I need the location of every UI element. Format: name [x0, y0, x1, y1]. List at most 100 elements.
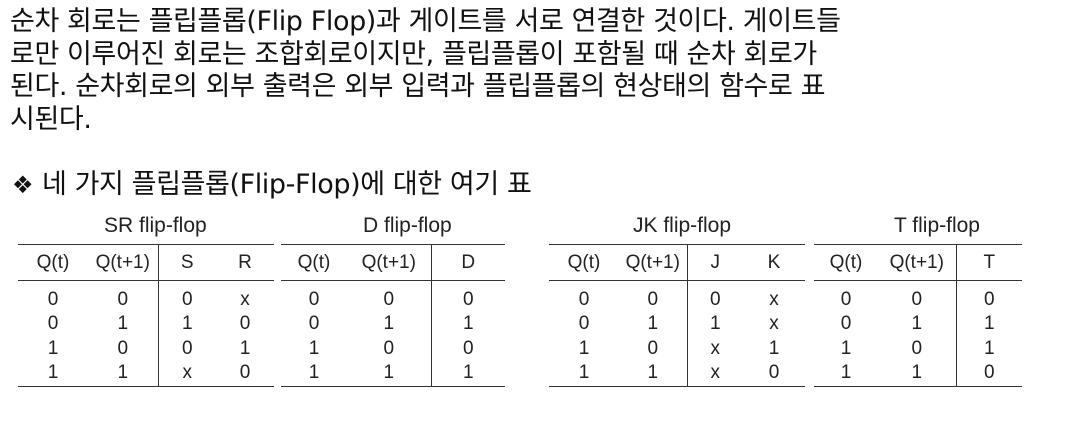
paragraph-line: 순차 회로는 플립플롭(Flip Flop)과 게이트를 서로 연결한 것이다.… — [10, 6, 841, 37]
table-row: 1 1 x 0 — [18, 361, 274, 386]
table-cell: 1 — [117, 312, 129, 334]
table-cell: 1 — [911, 362, 923, 384]
table-cell: 0 — [383, 289, 395, 310]
table-cell: 0 — [955, 280, 1022, 311]
table-cell: 1 — [239, 337, 251, 359]
table-title: D flip-flop — [363, 214, 452, 237]
table-cell: 0 — [430, 336, 505, 361]
table-cell: 1 — [430, 311, 505, 336]
paragraph-line: 된다. 순차회로의 외부 출력은 외부 입력과 플립플롭의 현상태의 함수로 표 — [10, 71, 826, 102]
table-cell: 0 — [647, 289, 659, 310]
table-cell: 0 — [47, 312, 59, 334]
table-row: 0 0 0 — [814, 280, 1022, 311]
table-cell: 1 — [578, 337, 590, 359]
table-cell: x — [769, 289, 779, 310]
intro-paragraph: 순차 회로는 플립플롭(Flip Flop)과 게이트를 서로 연결한 것이다.… — [10, 6, 1060, 136]
table-cell: 0 — [308, 312, 320, 334]
table-row: 1 0 0 — [281, 336, 505, 361]
table-title: T flip-flop — [894, 214, 980, 237]
paragraph-line: 시된다. — [10, 103, 92, 135]
table-cell: 0 — [647, 337, 659, 359]
table-cell: x — [769, 312, 779, 334]
table-row: 1 0 x 1 — [549, 336, 805, 361]
paragraph-line: 로만 이루어진 회로는 조합회로이지만, 플립플롭이 포함될 때 순차 회로가 — [10, 38, 817, 70]
table-cell: 0 — [239, 362, 251, 384]
table-cell: x — [240, 289, 250, 310]
table-row: 1 0 1 — [814, 336, 1022, 361]
table-title: SR flip-flop — [104, 214, 207, 237]
column-header: Q(t+1) — [625, 251, 680, 273]
table-cell: 1 — [955, 311, 1022, 336]
column-header: R — [238, 251, 252, 273]
column-header: D — [430, 244, 505, 281]
table-cell: 1 — [383, 362, 395, 384]
table-row: 0 1 1 — [281, 311, 505, 336]
table-cell: x — [686, 361, 743, 386]
table-cell: 0 — [117, 337, 129, 359]
diamond-bullet-icon: ❖ — [12, 171, 34, 199]
table-cell: 0 — [955, 361, 1022, 386]
table-cell: 0 — [768, 362, 780, 384]
table-cell: 1 — [647, 312, 659, 334]
table-cell: x — [157, 361, 216, 386]
table-cell: 0 — [157, 336, 216, 361]
table-cell: 0 — [911, 337, 923, 359]
table-cell: 1 — [955, 336, 1022, 361]
table-cell: 1 — [647, 362, 659, 384]
column-header: K — [767, 251, 781, 273]
table-cell: 0 — [383, 337, 395, 359]
table-cell: 1 — [768, 337, 780, 359]
table-cell: 1 — [157, 311, 216, 336]
table-cell: 0 — [578, 289, 590, 310]
table-cell: 1 — [840, 337, 852, 359]
column-header: Q(t) — [567, 251, 601, 273]
table-cell: 0 — [840, 312, 852, 334]
column-header: Q(t) — [297, 251, 331, 273]
column-header: Q(t) — [829, 251, 863, 273]
table-cell: 1 — [911, 312, 923, 334]
table-row: 0 1 1 0 — [18, 311, 274, 336]
column-header: Q(t+1) — [361, 251, 416, 273]
table-cell: 0 — [239, 312, 251, 334]
table-row: 1 1 x 0 — [549, 361, 805, 386]
table-cell: 0 — [117, 289, 129, 310]
column-header: T — [955, 244, 1022, 281]
table-cell: 0 — [840, 289, 852, 310]
table-row: 1 0 0 1 — [18, 336, 274, 361]
table-row: 0 0 0 — [281, 280, 505, 311]
table-cell: 0 — [578, 312, 590, 334]
column-header: S — [157, 244, 216, 281]
table-cell: 1 — [117, 362, 129, 384]
table-row: 0 0 0 x — [549, 280, 805, 311]
table-cell: 1 — [47, 337, 59, 359]
table-row: 0 0 0 x — [18, 280, 274, 311]
table-cell: 1 — [686, 311, 743, 336]
table-cell: 1 — [383, 312, 395, 334]
table-cell: 0 — [911, 289, 923, 310]
section-heading-text: 네 가지 플립플롭(Flip-Flop)에 대한 여기 표 — [42, 169, 532, 200]
table-cell: x — [686, 336, 743, 361]
table-cell: 1 — [308, 337, 320, 359]
table-cell: 1 — [430, 361, 505, 386]
table-title: JK flip-flop — [633, 214, 732, 237]
table-row: 0 1 1 — [814, 311, 1022, 336]
table-row: 0 1 1 x — [549, 311, 805, 336]
table-cell: 0 — [430, 280, 505, 311]
column-header: Q(t) — [36, 251, 70, 273]
column-header: Q(t+1) — [95, 251, 150, 273]
table-cell: 0 — [157, 280, 216, 311]
table-cell: 1 — [308, 362, 320, 384]
table-cell: 1 — [578, 362, 590, 384]
section-heading: ❖ 네 가지 플립플롭(Flip-Flop)에 대한 여기 표 — [12, 168, 532, 202]
column-header: J — [686, 244, 743, 281]
column-header: Q(t+1) — [889, 251, 944, 273]
table-cell: 1 — [840, 362, 852, 384]
